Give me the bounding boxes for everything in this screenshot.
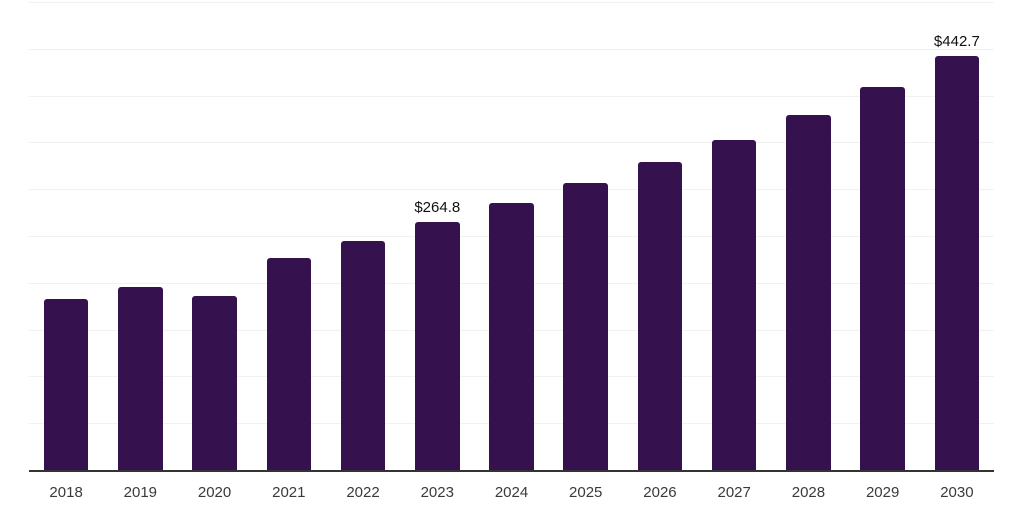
- bar-2024: [489, 202, 534, 470]
- gridline: [29, 48, 994, 50]
- bar-2027: [711, 140, 757, 470]
- gridline: [29, 95, 994, 97]
- bar-2018: [43, 299, 89, 470]
- bar-2020: [192, 296, 237, 470]
- x-tick-label-2022: 2022: [346, 484, 380, 501]
- x-tick-label-2029: 2029: [865, 484, 900, 501]
- x-tick-label-2030: 2030: [940, 484, 974, 501]
- bar-2025: [563, 183, 608, 470]
- x-tick-label-2018: 2018: [49, 484, 83, 501]
- x-tick-label-2028: 2028: [791, 484, 826, 501]
- x-tick-label-2025: 2025: [569, 484, 603, 501]
- x-tick-label-2026: 2026: [643, 484, 677, 501]
- x-tick-label-2027: 2027: [717, 484, 751, 501]
- bar-2021: [266, 258, 312, 470]
- data-label-2030: $442.7: [933, 32, 980, 50]
- x-tick-label-2023: 2023: [420, 484, 454, 501]
- gridline: [29, 142, 994, 144]
- bar-2019: [118, 287, 163, 470]
- bar-2026: [637, 162, 683, 470]
- x-tick-label-2020: 2020: [197, 484, 232, 501]
- bar-2023: [415, 222, 460, 470]
- bar-2022: [340, 240, 386, 470]
- data-label-2023: $264.8: [414, 199, 461, 217]
- x-tick-label-2019: 2019: [123, 484, 158, 501]
- gridline: [29, 2, 994, 3]
- x-axis-line: [29, 470, 994, 472]
- x-tick-label-2021: 2021: [272, 484, 306, 501]
- x-tick-label-2024: 2024: [494, 484, 529, 501]
- bar-2030: [934, 55, 980, 470]
- bar-2029: [860, 86, 905, 470]
- bar-2028: [786, 115, 831, 470]
- gridline: [29, 189, 994, 191]
